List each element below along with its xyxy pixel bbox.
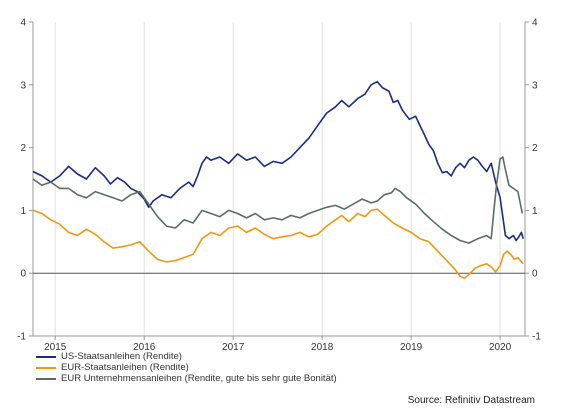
y-tick-label-right: 0	[532, 269, 538, 280]
legend-swatch	[36, 377, 56, 380]
legend-item: US-Staatsanleihen (Rendite)	[36, 351, 337, 362]
y-tick-label-left: 3	[20, 80, 26, 91]
y-tick-label-right: 1	[532, 206, 538, 217]
source-note: Source: Refinitiv Datastream	[407, 395, 535, 406]
y-tick-label-right: -1	[532, 332, 541, 343]
x-tick-label: 2017	[222, 342, 245, 353]
y-tick-label-right: 4	[532, 18, 538, 29]
x-tick-label: 2020	[489, 342, 512, 353]
y-tick-label-left: 1	[20, 206, 26, 217]
x-tick-label: 2019	[400, 342, 423, 353]
legend-label: EUR Unternehmensanleihen (Rendite, gute …	[61, 373, 337, 384]
x-tick-label: 2016	[133, 342, 156, 353]
y-tick-label-right: 2	[532, 143, 538, 154]
x-tick-label: 2018	[311, 342, 334, 353]
y-axis-right-labels: -1 0 1 2 3 4	[525, 18, 541, 343]
x-axis-labels: 2015 2016 2017 2018 2019 2020	[44, 336, 512, 353]
legend-item: EUR Unternehmensanleihen (Rendite, gute …	[36, 373, 337, 384]
legend-item: EUR-Staatsanleihen (Rendite)	[36, 362, 337, 373]
y-axis-left-labels: -1 0 1 2 3 4	[17, 18, 33, 343]
legend-swatch	[36, 355, 56, 358]
x-tick-label: 2015	[44, 342, 67, 353]
y-tick-label-left: -1	[17, 332, 26, 343]
legend-label: EUR-Staatsanleihen (Rendite)	[61, 362, 189, 373]
legend-swatch	[36, 366, 56, 369]
y-tick-label-left: 0	[20, 269, 26, 280]
series-lines	[32, 80, 524, 279]
y-tick-label-left: 4	[20, 18, 26, 29]
series-line	[32, 208, 524, 279]
series-line	[32, 156, 524, 244]
grid-lines	[54, 22, 501, 336]
series-line	[32, 80, 524, 242]
y-tick-label-left: 2	[20, 143, 26, 154]
legend: US-Staatsanleihen (Rendite) EUR-Staatsan…	[36, 351, 337, 384]
y-tick-label-right: 3	[532, 80, 538, 91]
legend-label: US-Staatsanleihen (Rendite)	[61, 351, 182, 362]
